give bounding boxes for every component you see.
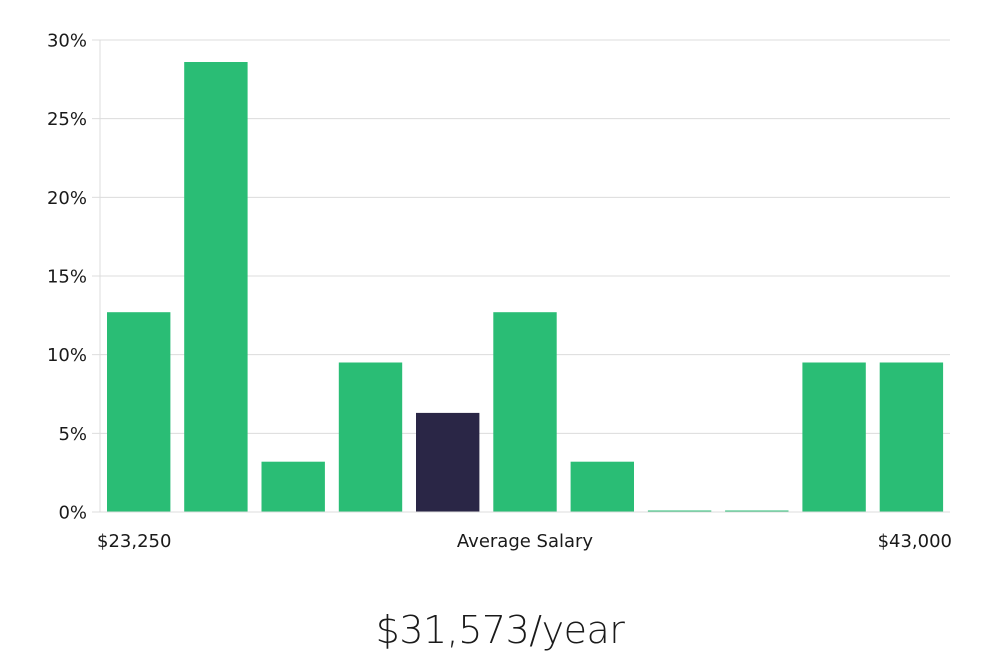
bars-layer (107, 62, 944, 513)
y-tick-label: 30% (47, 31, 87, 52)
bar[interactable] (261, 461, 325, 512)
bar[interactable] (725, 510, 789, 513)
bar[interactable] (879, 362, 944, 513)
y-tick-label: 20% (47, 188, 87, 209)
y-tick-label: 25% (47, 109, 87, 130)
axis-layer: 0% 5% 10% 15% 20% 25% 30% (47, 31, 950, 524)
bar-highlight-average[interactable] (416, 412, 480, 512)
bar[interactable] (570, 461, 634, 512)
bar[interactable] (802, 362, 866, 513)
y-tick-label: 10% (47, 345, 87, 366)
bar[interactable] (107, 312, 171, 512)
x-axis-max-label: $43,000 (878, 531, 952, 552)
chart-svg: 0% 5% 10% 15% 20% 25% 30% $23,250 Average Sala… (47, 31, 952, 553)
y-tick-label: 15% (47, 267, 87, 288)
average-salary-value: $31,573/year (375, 608, 625, 652)
bar[interactable] (338, 362, 403, 513)
x-axis-title: Average Salary (457, 531, 594, 552)
y-tick-label: 5% (58, 424, 87, 445)
bar[interactable] (493, 312, 557, 512)
bar[interactable] (184, 62, 248, 512)
x-axis-min-label: $23,250 (97, 531, 171, 552)
bar[interactable] (647, 510, 712, 513)
y-tick-label: 0% (58, 503, 87, 524)
